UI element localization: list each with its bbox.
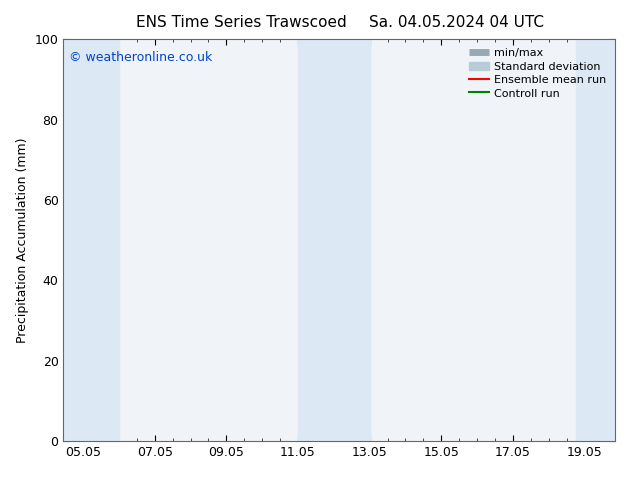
Y-axis label: Precipitation Accumulation (mm): Precipitation Accumulation (mm) [16, 137, 29, 343]
Bar [298, 39, 370, 441]
Text: ENS Time Series Trawscoed: ENS Time Series Trawscoed [136, 15, 346, 30]
Bar [576, 39, 615, 441]
Text: © weatheronline.co.uk: © weatheronline.co.uk [69, 51, 212, 64]
Legend: min/max, Standard deviation, Ensemble mean run, Controll run: min/max, Standard deviation, Ensemble me… [466, 45, 609, 102]
Bar [63, 39, 119, 441]
Text: Sa. 04.05.2024 04 UTC: Sa. 04.05.2024 04 UTC [369, 15, 544, 30]
